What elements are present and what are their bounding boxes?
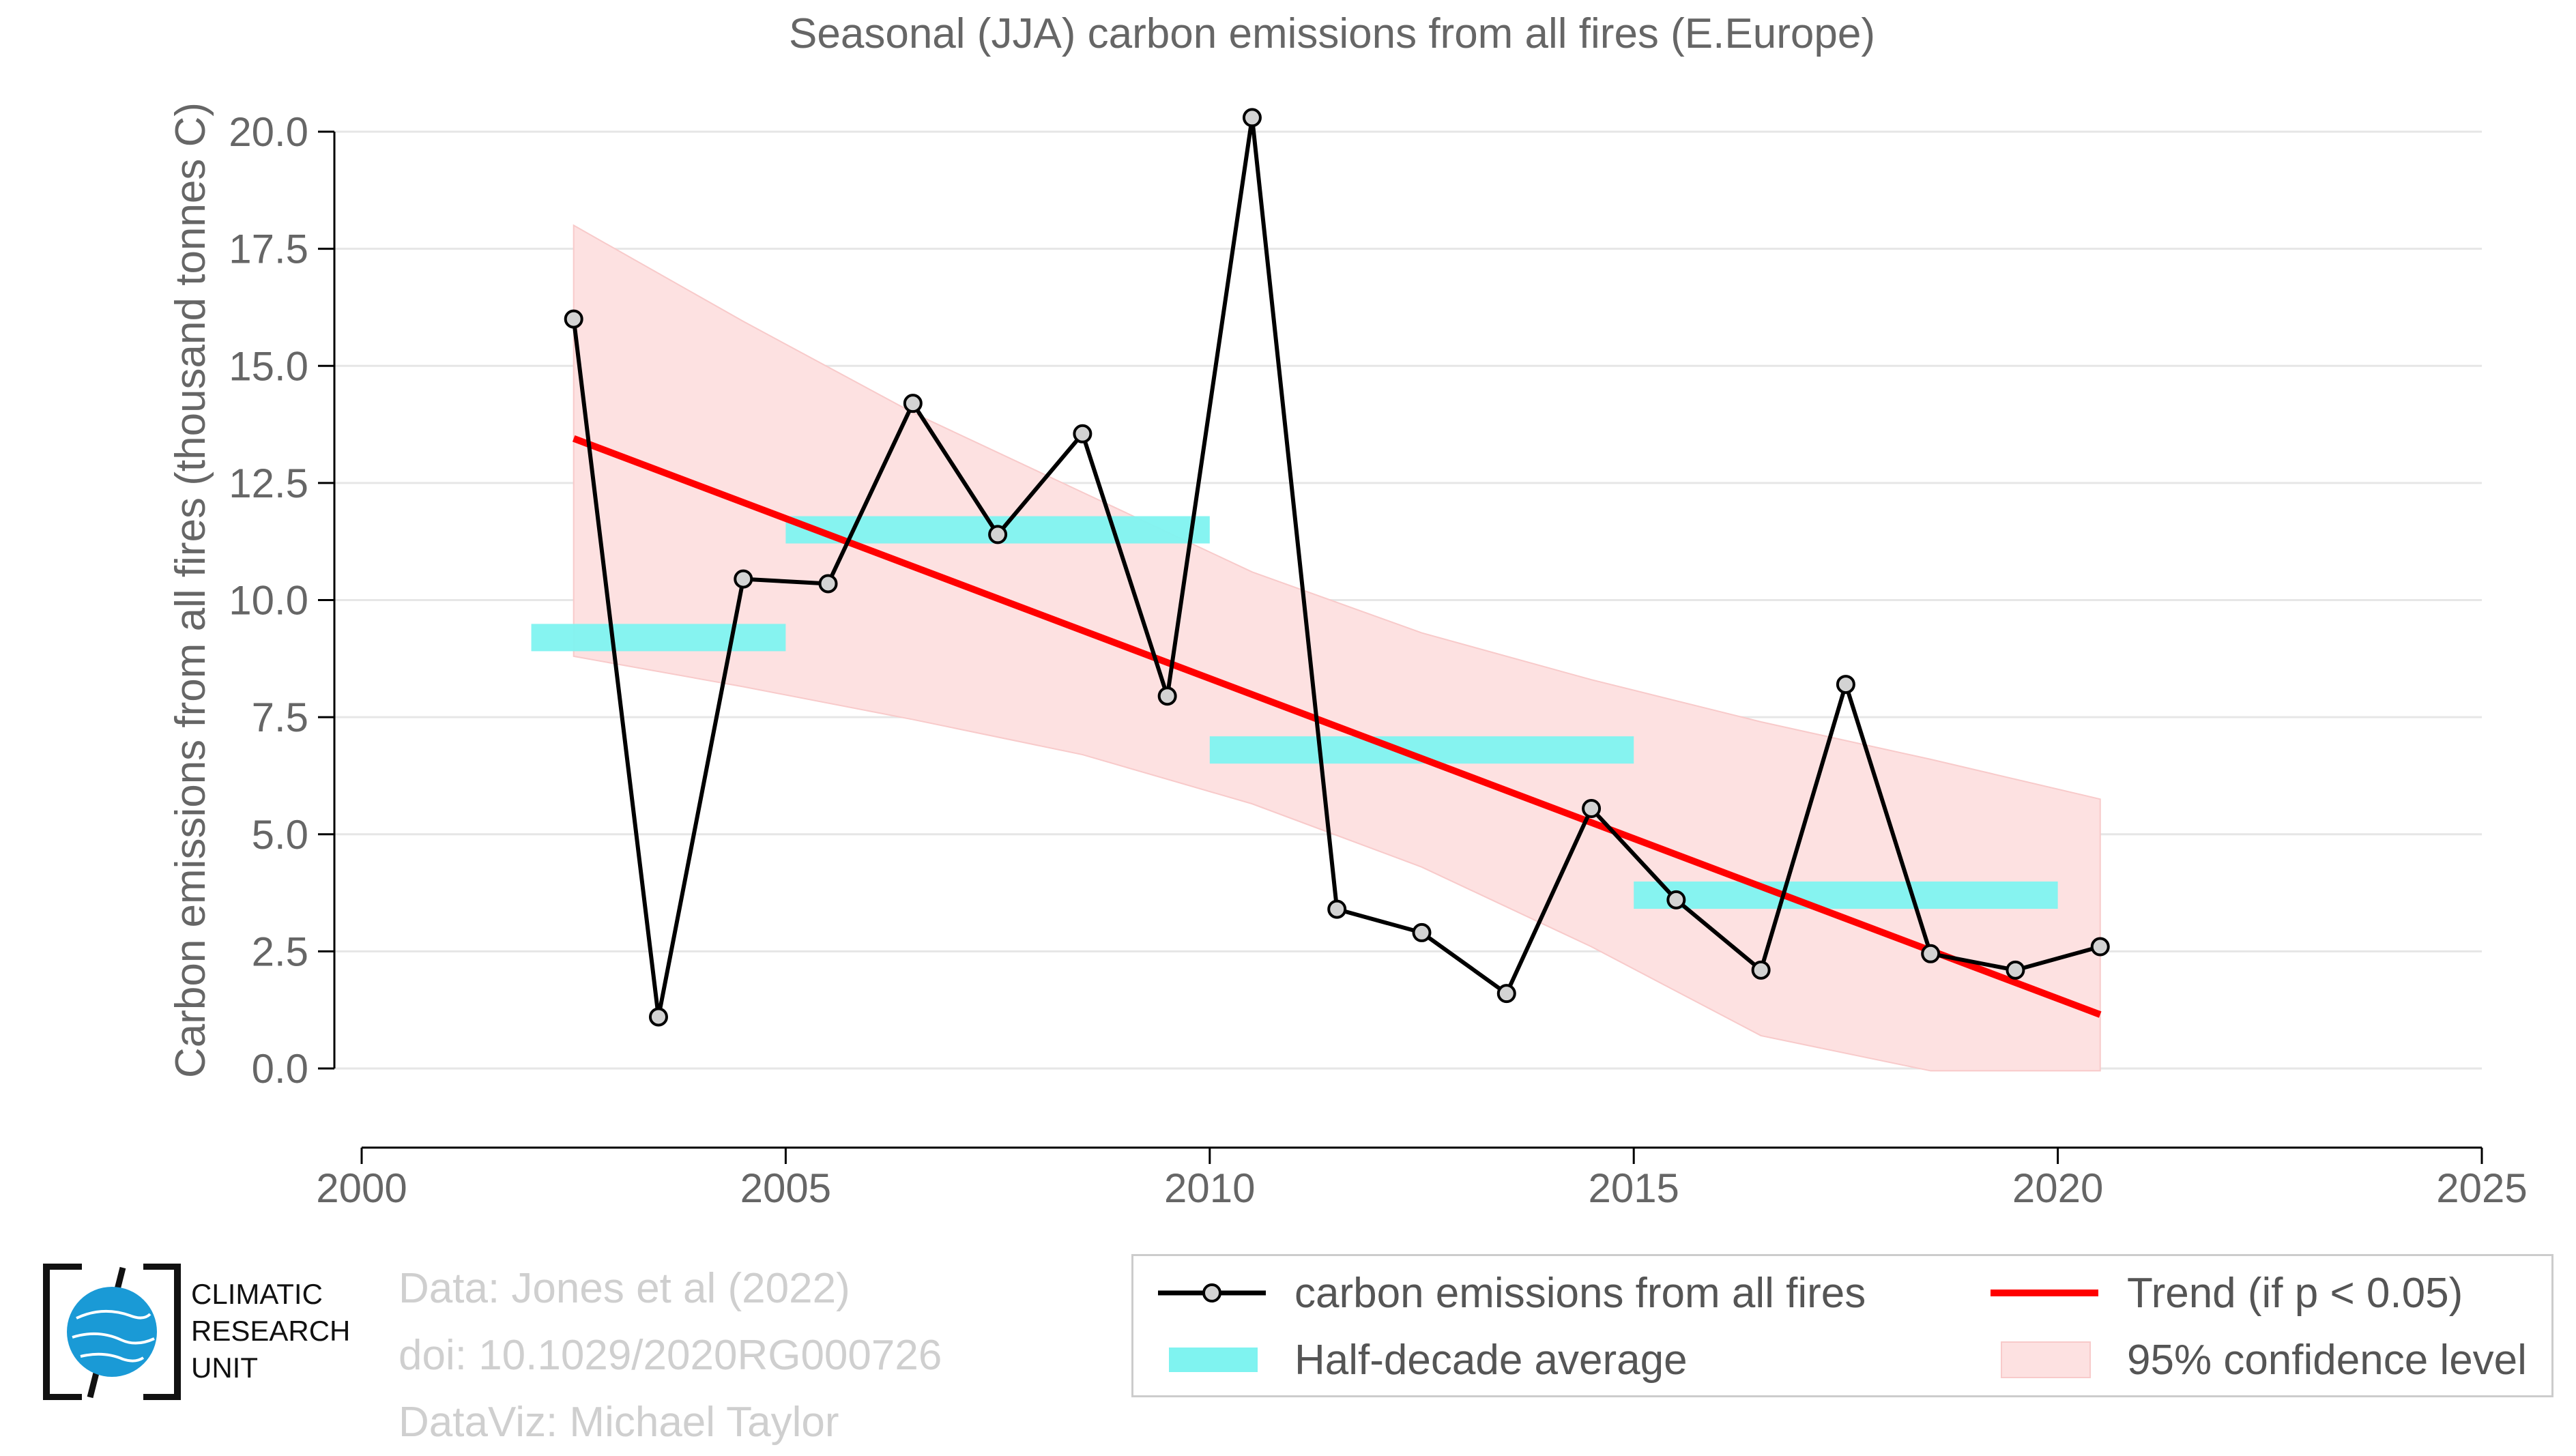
x-tick-label: 2020 (2012, 1165, 2103, 1211)
y-tick-label: 0.0 (252, 1046, 308, 1092)
data-point (1582, 798, 1602, 818)
cru-logo (41, 1263, 183, 1401)
x-axis: 2000 2005 2010 2015 2020 2025 (316, 1146, 2528, 1211)
y-tick-label: 15.0 (229, 343, 308, 389)
legend-cyan-patch-icon (1154, 1333, 1270, 1387)
legend-pink-patch-icon (1986, 1333, 2102, 1387)
legend-item-ci: 95% confidence level (1986, 1333, 2527, 1387)
data-point (1157, 686, 1177, 706)
emissions-series (564, 108, 2110, 1027)
legend: carbon emissions from all fires Half-dec… (1131, 1254, 2553, 1397)
globe-icon (43, 1263, 181, 1401)
data-point (1327, 899, 1347, 919)
trend-line (572, 435, 2102, 1018)
data-point (1242, 108, 1262, 128)
data-point (734, 569, 753, 589)
y-tick-label: 7.5 (252, 695, 308, 740)
legend-line-marker-icon (1154, 1266, 1270, 1320)
legend-label-emissions: carbon emissions from all fires (1294, 1269, 1866, 1317)
data-credits: Data: Jones et al (2022) doi: 10.1029/20… (399, 1255, 942, 1456)
y-tick-label: 2.5 (252, 929, 308, 974)
credit-doi: doi: 10.1029/2020RG000726 (399, 1332, 942, 1379)
logo-line-1: CLIMATIC (191, 1278, 323, 1310)
cru-logo-text: CLIMATIC RESEARCH UNIT (191, 1276, 350, 1386)
data-point (1496, 984, 1516, 1004)
data-point (1073, 424, 1092, 443)
y-tick-label: 20.0 (229, 109, 308, 155)
credit-data: Data: Jones et al (2022) (399, 1265, 850, 1312)
y-axis-label: Carbon emissions from all fires (thousan… (167, 102, 214, 1078)
data-point (1412, 922, 1432, 942)
y-tick-label: 5.0 (252, 812, 308, 858)
data-point (648, 1007, 668, 1027)
confidence-band-area (573, 224, 2101, 1072)
data-point (818, 574, 838, 594)
half-decade-bar (1634, 881, 2058, 909)
x-tick-label: 2015 (1588, 1165, 1679, 1211)
legend-item-emissions: carbon emissions from all fires (1154, 1266, 1866, 1320)
y-axis: 0.0 2.5 5.0 7.5 10.0 12.5 15.0 17.5 20.0 (229, 109, 336, 1092)
legend-item-trend: Trend (if p < 0.05) (1986, 1266, 2463, 1320)
y-tick-label: 12.5 (229, 461, 308, 506)
credit-dataviz: DataViz: Michael Taylor (399, 1399, 839, 1446)
confidence-band (573, 224, 2101, 1072)
chart-title: Seasonal (JJA) carbon emissions from all… (789, 10, 1875, 57)
legend-label-ci: 95% confidence level (2127, 1336, 2527, 1384)
trend-line-path (572, 435, 2102, 1018)
data-point (2090, 937, 2110, 957)
y-tick-label: 10.0 (229, 578, 308, 624)
legend-label-half-decade: Half-decade average (1294, 1336, 1688, 1384)
data-point (564, 309, 583, 329)
x-tick-label: 2005 (740, 1165, 831, 1211)
y-tick-label: 17.5 (229, 227, 308, 272)
data-point (2006, 960, 2025, 980)
x-tick-label: 2010 (1164, 1165, 1255, 1211)
data-point (1666, 890, 1686, 909)
legend-red-line-icon (1986, 1266, 2102, 1320)
logo-line-3: UNIT (191, 1352, 258, 1384)
data-point (1836, 675, 1855, 695)
half-decade-bar (531, 624, 786, 652)
data-point (1921, 944, 1941, 963)
data-point (903, 394, 923, 413)
data-point (1751, 960, 1771, 980)
logo-line-2: RESEARCH (191, 1315, 351, 1347)
x-tick-label: 2025 (2436, 1165, 2527, 1211)
data-point (988, 525, 1008, 544)
x-tick-label: 2000 (316, 1165, 407, 1211)
legend-label-trend: Trend (if p < 0.05) (2127, 1269, 2463, 1317)
legend-item-half-decade: Half-decade average (1154, 1333, 1688, 1387)
